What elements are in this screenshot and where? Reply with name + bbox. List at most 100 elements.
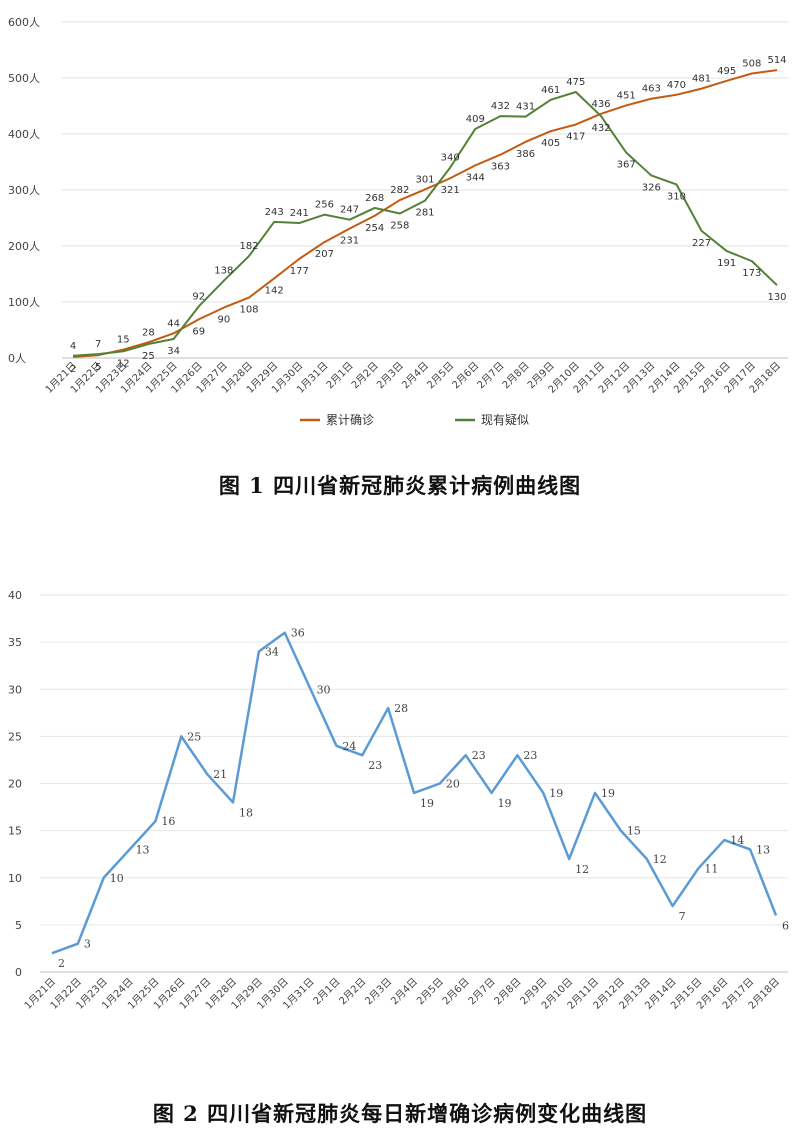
data-label: 12 [653, 853, 667, 866]
y-tick-label: 30 [8, 683, 22, 696]
data-label: 15 [627, 825, 641, 838]
data-label-suspected: 256 [315, 200, 334, 211]
data-label: 21 [213, 768, 227, 781]
x-tick-label: 2月3日 [363, 976, 395, 1008]
data-label: 6 [782, 919, 789, 932]
series-line-current-suspected [72, 91, 778, 357]
data-label: 18 [239, 806, 253, 819]
data-label: 28 [394, 702, 408, 715]
data-label: 30 [317, 683, 331, 696]
data-label-suspected: 281 [415, 208, 434, 219]
y-tick-label: 15 [8, 825, 22, 838]
daily-new-cases-chart: 05101520253035401月21日1月22日1月23日1月24日1月25… [8, 589, 789, 1012]
data-label-suspected: 268 [365, 193, 384, 204]
x-tick-label: 2月5日 [425, 360, 457, 392]
data-label-suspected: 92 [192, 291, 205, 302]
y-tick-label: 500人 [8, 72, 40, 85]
x-tick-label: 2月2日 [337, 976, 369, 1008]
y-tick-label: 20 [8, 778, 22, 791]
data-label-confirmed: 417 [566, 131, 585, 142]
data-label: 12 [575, 863, 589, 876]
data-label: 7 [679, 910, 686, 923]
x-tick-label: 2月3日 [374, 360, 406, 392]
y-tick-label: 200人 [8, 240, 40, 253]
data-label: 20 [446, 778, 460, 791]
data-label-suspected: 138 [214, 266, 233, 277]
x-tick-label: 2月1日 [311, 976, 343, 1008]
data-label-suspected: 247 [340, 205, 359, 216]
data-label: 34 [265, 646, 279, 659]
data-label: 10 [110, 872, 124, 885]
data-label-suspected: 431 [516, 102, 535, 113]
data-label: 2 [58, 957, 65, 970]
data-label-confirmed: 282 [390, 185, 409, 196]
y-tick-label: 100人 [8, 296, 40, 309]
data-label-confirmed: 463 [642, 84, 661, 95]
data-label-suspected: 432 [591, 123, 610, 134]
y-tick-label: 35 [8, 636, 22, 649]
data-label-suspected: 243 [265, 207, 284, 218]
data-label-suspected: 241 [290, 208, 309, 219]
x-tick-label: 2月5日 [414, 976, 446, 1008]
x-tick-label: 2月7日 [466, 976, 498, 1008]
data-label-suspected: 367 [617, 159, 636, 170]
x-tick-label: 2月6日 [440, 976, 472, 1008]
data-label-confirmed: 90 [217, 315, 230, 326]
data-label-suspected: 310 [667, 191, 686, 202]
data-label-suspected: 182 [239, 241, 258, 252]
y-tick-label: 40 [8, 589, 22, 602]
y-tick-label: 0人 [8, 352, 26, 365]
data-label-confirmed: 470 [667, 80, 686, 91]
data-label-confirmed: 69 [192, 326, 205, 337]
data-label-confirmed: 436 [591, 99, 610, 110]
x-tick-label: 2月6日 [450, 360, 482, 392]
data-label-confirmed: 2 [70, 364, 76, 375]
data-label: 19 [420, 797, 434, 810]
data-label-confirmed: 254 [365, 223, 384, 234]
data-label-suspected: 173 [742, 268, 761, 279]
data-label-confirmed: 514 [767, 55, 786, 66]
y-tick-label: 5 [15, 919, 22, 932]
y-tick-label: 300人 [8, 184, 40, 197]
chart1-caption: 图 1 四川省新冠肺炎累计病例曲线图 [218, 473, 582, 498]
series-line-cumulative-confirmed [72, 69, 778, 358]
legend-label: 现有疑似 [481, 412, 529, 427]
data-label-suspected: 34 [167, 346, 180, 357]
data-label-confirmed: 344 [466, 172, 485, 183]
x-tick-label: 2月4日 [388, 976, 420, 1008]
data-label-confirmed: 508 [742, 59, 761, 70]
data-label-suspected: 130 [767, 292, 786, 303]
data-label-confirmed: 207 [315, 249, 334, 260]
data-label-suspected: 461 [541, 85, 560, 96]
data-label-suspected: 227 [692, 238, 711, 249]
data-label: 23 [523, 749, 537, 762]
data-label-confirmed: 44 [167, 318, 180, 329]
data-label: 13 [756, 843, 770, 856]
x-tick-label: 2月8日 [500, 360, 532, 392]
data-label-confirmed: 5 [95, 362, 101, 373]
data-label-confirmed: 142 [265, 285, 284, 296]
chart2-caption: 图 2 四川省新冠肺炎每日新增确诊病例变化曲线图 [152, 1101, 648, 1126]
x-tick-label: 2月7日 [475, 360, 507, 392]
data-label-confirmed: 481 [692, 74, 711, 85]
x-tick-label: 2月8日 [492, 976, 524, 1008]
x-tick-label: 2月2日 [349, 360, 381, 392]
data-label: 23 [472, 749, 486, 762]
data-label-suspected: 7 [95, 339, 101, 350]
data-label-confirmed: 321 [441, 185, 460, 196]
cumulative-cases-chart: 0人100人200人300人400人500人600人1月21日1月22日1月23… [8, 16, 788, 427]
data-label-confirmed: 231 [340, 236, 359, 247]
data-label-suspected: 409 [466, 114, 485, 125]
data-label-confirmed: 108 [239, 305, 258, 316]
data-label: 13 [136, 843, 150, 856]
data-label-suspected: 25 [142, 351, 155, 362]
y-tick-label: 0 [15, 966, 22, 979]
data-label: 19 [549, 787, 563, 800]
y-tick-label: 25 [8, 730, 22, 743]
data-label-suspected: 326 [642, 182, 661, 193]
data-label: 11 [704, 862, 718, 875]
x-tick-label: 2月4日 [399, 360, 431, 392]
data-label: 23 [368, 759, 382, 772]
data-label-suspected: 12 [117, 358, 130, 369]
legend-label: 累计确诊 [326, 413, 374, 427]
